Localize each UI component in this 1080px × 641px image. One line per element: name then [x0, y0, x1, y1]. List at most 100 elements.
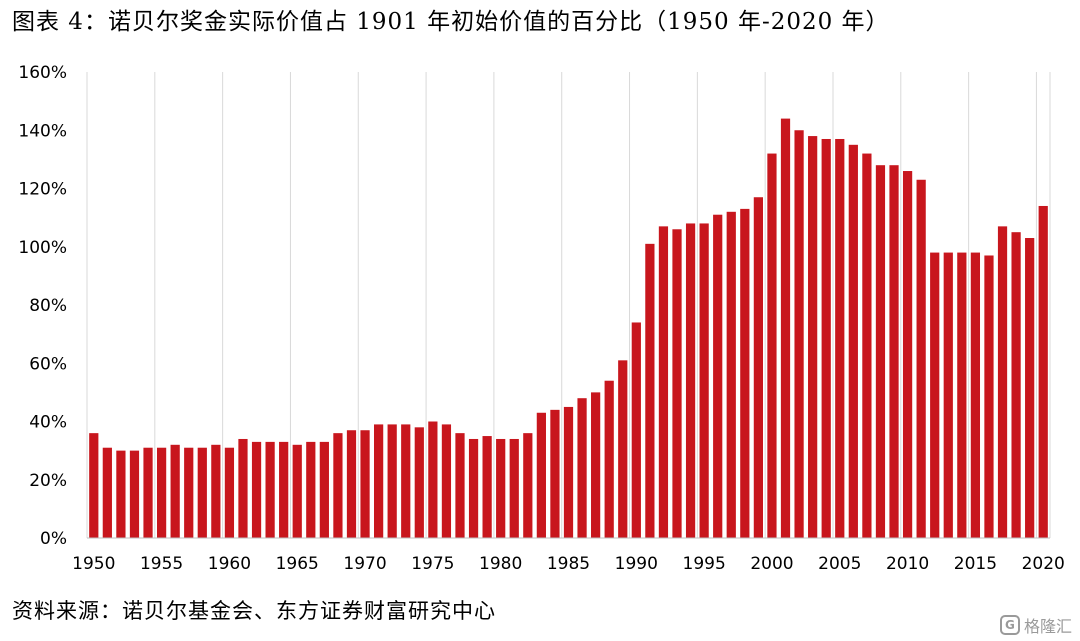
bar-1959 [211, 444, 221, 538]
chart-title: 图表 4：诺贝尔奖金实际价值占 1901 年初始价值的百分比（1950 年-20… [12, 9, 890, 35]
x-tick-label: 2010 [886, 554, 929, 574]
bar-1983 [536, 412, 546, 538]
bar-1998 [740, 208, 750, 538]
x-tick-label: 1975 [411, 554, 454, 574]
bar-1975 [428, 421, 438, 538]
y-tick-label: 100% [18, 238, 67, 258]
y-tick-label: 140% [18, 121, 67, 141]
bar-2009 [889, 165, 899, 538]
bar-1953 [129, 450, 140, 538]
bar-1965 [292, 444, 302, 538]
y-axis: 0% 20% 40% 60% 80% 100% 120% 140% 160% [18, 63, 67, 549]
x-tick-label: 2020 [1022, 554, 1065, 574]
x-tick-label: 2000 [750, 554, 793, 574]
bar-1985 [563, 406, 574, 538]
bar-1999 [753, 197, 763, 539]
bar-1960 [224, 447, 235, 538]
bar-1961 [238, 438, 248, 538]
bar-1980 [496, 438, 506, 538]
y-tick-label: 0% [40, 529, 67, 549]
bar-1973 [401, 424, 411, 538]
bar-2002 [794, 130, 804, 538]
y-tick-label: 160% [18, 63, 67, 83]
bar-2018 [1011, 232, 1021, 538]
bar-1989 [618, 360, 628, 538]
bar-2000 [767, 153, 777, 539]
bar-1962 [251, 441, 262, 538]
bar-2019 [1025, 238, 1035, 538]
bar-2010 [902, 171, 913, 538]
bar-1986 [577, 398, 587, 538]
bar-1977 [455, 433, 465, 538]
source-note: 资料来源：诺贝尔基金会、东方证券财富研究中心 [12, 599, 496, 623]
y-tick-label: 120% [18, 180, 67, 200]
bar-1984 [550, 409, 560, 538]
bar-1981 [509, 438, 519, 538]
bar-2007 [862, 153, 872, 539]
bar-1991 [645, 243, 655, 538]
bar-1976 [441, 424, 452, 538]
bar-1974 [414, 427, 424, 538]
x-tick-label: 1980 [479, 554, 522, 574]
bar-2016 [984, 255, 994, 539]
bar-1994 [685, 223, 696, 538]
x-tick-label: 2015 [954, 554, 997, 574]
bar-1978 [468, 438, 479, 538]
x-tick-label: 1990 [615, 554, 658, 574]
bar-1966 [306, 441, 316, 538]
watermark-logo-icon: G [999, 615, 1020, 635]
bar-2008 [875, 165, 886, 538]
bar-1955 [156, 447, 167, 538]
bar-2017 [997, 226, 1008, 539]
x-axis: 1950 1955 1960 1965 1970 1975 1980 1985 1990 1995… [72, 537, 1065, 574]
y-tick-label: 80% [29, 296, 67, 316]
bar-2013 [943, 252, 953, 538]
watermark-text: 格隆汇 [1023, 617, 1072, 636]
bar-2011 [916, 179, 926, 538]
bar-1988 [604, 380, 614, 538]
bar-1958 [197, 447, 207, 538]
bar-2005 [835, 138, 845, 539]
x-tick-label: 1970 [343, 554, 386, 574]
bar-1968 [333, 433, 343, 538]
bar-1971 [374, 424, 384, 538]
x-tick-label: 1985 [547, 554, 590, 574]
x-tick-label: 1955 [140, 554, 183, 574]
y-tick-label: 40% [29, 413, 67, 433]
bar-1963 [265, 441, 275, 538]
x-tick-label: 1965 [276, 554, 319, 574]
bar-2006 [848, 144, 858, 538]
bar-1970 [360, 430, 370, 538]
bar-1967 [319, 441, 329, 538]
bar-1995 [699, 223, 709, 538]
bar-1952 [116, 450, 126, 538]
bar-1957 [184, 447, 194, 538]
bar-2001 [780, 118, 791, 538]
bar-1987 [591, 392, 601, 538]
bar-1993 [672, 229, 682, 538]
bar-2015 [970, 252, 981, 538]
bar-1992 [658, 226, 669, 539]
bar-1954 [143, 447, 153, 538]
bar-2012 [930, 252, 940, 538]
y-tick-label: 60% [29, 354, 67, 374]
x-tick-label: 1950 [72, 554, 115, 574]
bar-2004 [821, 138, 831, 539]
bar-1956 [170, 444, 180, 538]
y-tick-label: 20% [29, 471, 67, 491]
bar-1982 [523, 433, 533, 538]
bar-1979 [482, 436, 492, 538]
x-tick-label: 2005 [818, 554, 861, 574]
bar-1972 [387, 424, 397, 538]
bar-1996 [713, 214, 723, 538]
bar-1951 [102, 447, 112, 538]
watermark: G 格隆汇 [999, 613, 1072, 637]
bar-1997 [726, 211, 736, 539]
bar-2014 [957, 252, 967, 538]
x-tick-label: 1960 [208, 554, 251, 574]
bar-1990 [631, 322, 641, 538]
bar-1964 [279, 441, 289, 538]
bar-2020 [1038, 205, 1048, 538]
grid-lines [86, 72, 1051, 538]
